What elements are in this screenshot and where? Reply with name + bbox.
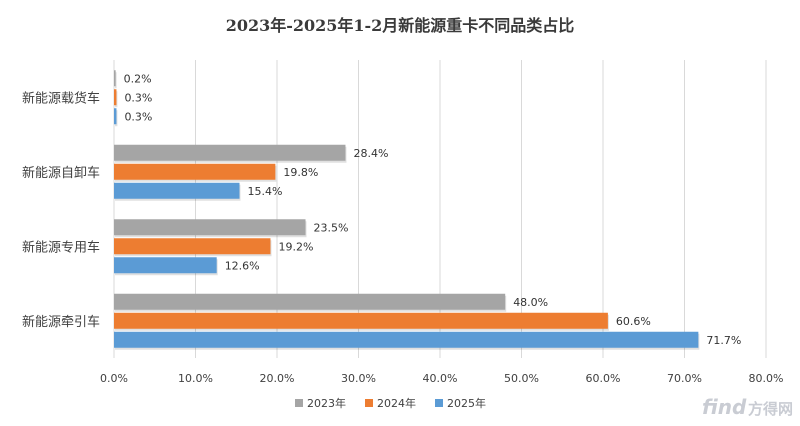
data-label: 60.6%	[616, 315, 651, 328]
data-label: 71.7%	[706, 334, 741, 347]
x-tick-label: 20.0%	[260, 372, 295, 385]
bar	[114, 163, 276, 180]
gridlines	[113, 60, 767, 358]
category-label: 新能源自卸车	[22, 165, 100, 181]
legend-label: 2025年	[447, 396, 486, 410]
data-label: 28.4%	[353, 147, 388, 160]
watermark-text: find	[702, 395, 747, 419]
bar	[114, 293, 506, 310]
data-label: 19.8%	[283, 166, 318, 179]
x-tick-label: 70.0%	[667, 372, 702, 385]
data-label: 0.2%	[124, 72, 152, 85]
watermark: find 方得网	[702, 395, 793, 419]
watermark-suffix: 方得网	[748, 400, 793, 418]
bar	[114, 312, 608, 329]
x-tick-label: 80.0%	[749, 372, 784, 385]
bar	[114, 144, 346, 161]
category-label: 新能源牵引车	[22, 314, 100, 330]
bar	[114, 257, 217, 274]
chart-title: 2023年-2025年1-2月新能源重卡不同品类占比	[226, 16, 575, 35]
data-label: 15.4%	[248, 185, 283, 198]
legend-swatch	[295, 399, 303, 407]
category-label: 新能源专用车	[22, 239, 100, 255]
bar	[114, 331, 699, 348]
legend-swatch	[365, 399, 373, 407]
bar	[114, 238, 271, 255]
data-label: 0.3%	[124, 91, 152, 104]
bar	[114, 89, 117, 106]
bars: 0.2% 0.3% 0.3% 28.4% 19.8%15.4% 23.5%19.2% 12.…	[114, 70, 741, 350]
bar	[114, 108, 117, 125]
data-label: 23.5%	[314, 221, 349, 234]
x-tick-labels: 0.0% 10.0% 20.0% 30.0% 40.0% 50.0% 60.0% 70.0% 8…	[100, 372, 783, 385]
x-tick-label: 60.0%	[586, 372, 621, 385]
legend: 2023年 2024年 2025年	[295, 396, 486, 410]
x-tick-label: 30.0%	[341, 372, 376, 385]
data-label: 19.2%	[278, 240, 313, 253]
x-tick-label: 10.0%	[178, 372, 213, 385]
legend-swatch	[435, 399, 443, 407]
data-label: 0.3%	[124, 110, 152, 123]
legend-label: 2023年	[307, 396, 346, 410]
data-label: 12.6%	[225, 259, 260, 272]
category-label: 新能源载货车	[22, 90, 100, 106]
x-tick-label: 0.0%	[100, 372, 128, 385]
bar	[114, 182, 240, 199]
x-tick-label: 50.0%	[504, 372, 539, 385]
bar	[114, 70, 116, 87]
x-tick-label: 40.0%	[423, 372, 458, 385]
legend-label: 2024年	[377, 396, 416, 410]
bar	[114, 219, 306, 236]
data-label: 48.0%	[513, 296, 548, 309]
bar-shadow	[115, 72, 117, 89]
